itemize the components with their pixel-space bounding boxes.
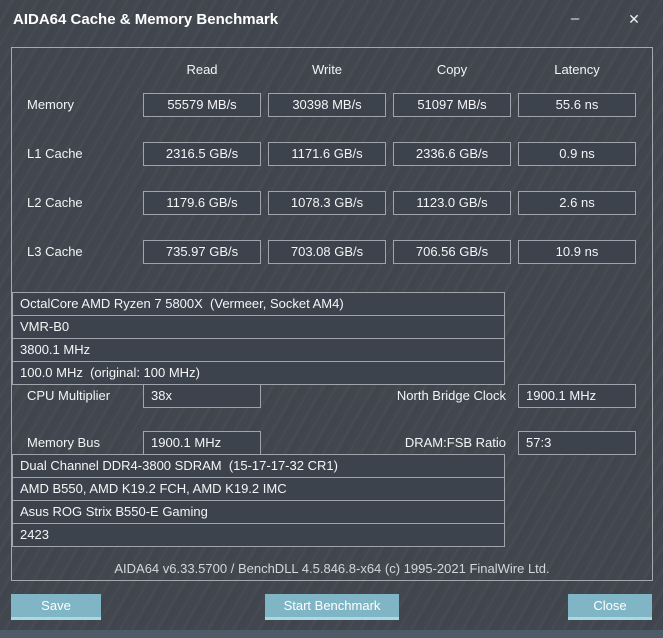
value-bios-version: 2423 (12, 523, 505, 547)
label-north-bridge-clock: North Bridge Clock (396, 388, 506, 403)
bottom-strip (0, 630, 663, 638)
bench-value-l1-copy: 2336.6 GB/s (393, 142, 511, 166)
close-button[interactable]: ✕ (611, 0, 657, 38)
value-memory-type: Dual Channel DDR4-3800 SDRAM (15-17-17-3… (12, 454, 505, 478)
bench-value-l1-latency: 0.9 ns (518, 142, 636, 166)
value-motherboard: Asus ROG Strix B550-E Gaming (12, 500, 505, 524)
bench-value-l3-latency: 10.9 ns (518, 240, 636, 264)
label-dram-fsb-ratio: DRAM:FSB Ratio (404, 435, 506, 450)
bench-value-l2-latency: 2.6 ns (518, 191, 636, 215)
bench-value-memory-latency: 55.6 ns (518, 93, 636, 117)
bench-value-l2-read: 1179.6 GB/s (143, 191, 261, 215)
column-header-write: Write (311, 62, 343, 77)
column-header-latency: Latency (554, 62, 600, 77)
window-title: AIDA64 Cache & Memory Benchmark (13, 11, 279, 28)
bench-value-l3-copy: 706.56 GB/s (393, 240, 511, 264)
bench-value-l2-copy: 1123.0 GB/s (393, 191, 511, 215)
bench-value-l1-write: 1171.6 GB/s (268, 142, 386, 166)
bench-value-memory-read: 55579 MB/s (143, 93, 261, 117)
bench-row-label-l1: L1 Cache (27, 146, 83, 161)
bench-value-l1-read: 2316.5 GB/s (143, 142, 261, 166)
save-button[interactable]: Save (11, 594, 101, 620)
value-cpu-multiplier: 38x (143, 384, 261, 408)
bench-value-l3-read: 735.97 GB/s (143, 240, 261, 264)
benchmark-panel: Read Write Copy Latency Memory 55579 MB/… (11, 47, 653, 581)
bench-row-label-l2: L2 Cache (27, 195, 83, 210)
column-header-copy: Copy (436, 62, 468, 77)
value-chipset: AMD B550, AMD K19.2 FCH, AMD K19.2 IMC (12, 477, 505, 501)
bench-value-l2-write: 1078.3 GB/s (268, 191, 386, 215)
value-cpu-clock: 3800.1 MHz (12, 338, 505, 362)
bench-value-memory-write: 30398 MB/s (268, 93, 386, 117)
label-cpu-multiplier: CPU Multiplier (27, 388, 111, 403)
bench-value-memory-copy: 51097 MB/s (393, 93, 511, 117)
version-text: AIDA64 v6.33.5700 / BenchDLL 4.5.846.8-x… (114, 561, 550, 576)
value-memory-bus: 1900.1 MHz (143, 431, 261, 455)
minimize-icon: – (570, 10, 580, 27)
value-dram-fsb-ratio: 57:3 (518, 431, 636, 455)
titlebar: AIDA64 Cache & Memory Benchmark – ✕ (0, 0, 663, 38)
bench-row-label-l3: L3 Cache (27, 244, 83, 259)
column-header-read: Read (186, 62, 218, 77)
bench-value-l3-write: 703.08 GB/s (268, 240, 386, 264)
value-cpu-stepping: VMR-B0 (12, 315, 505, 339)
bench-row-label-memory: Memory (27, 97, 74, 112)
value-north-bridge-clock: 1900.1 MHz (518, 384, 636, 408)
value-cpu-type: OctalCore AMD Ryzen 7 5800X (Vermeer, So… (12, 292, 505, 316)
minimize-button[interactable]: – (552, 0, 598, 38)
close-window-button[interactable]: Close (568, 594, 652, 620)
value-cpu-fsb: 100.0 MHz (original: 100 MHz) (12, 361, 505, 385)
close-icon: ✕ (628, 11, 640, 27)
start-benchmark-button[interactable]: Start Benchmark (265, 594, 399, 620)
label-memory-bus: Memory Bus (27, 435, 100, 450)
